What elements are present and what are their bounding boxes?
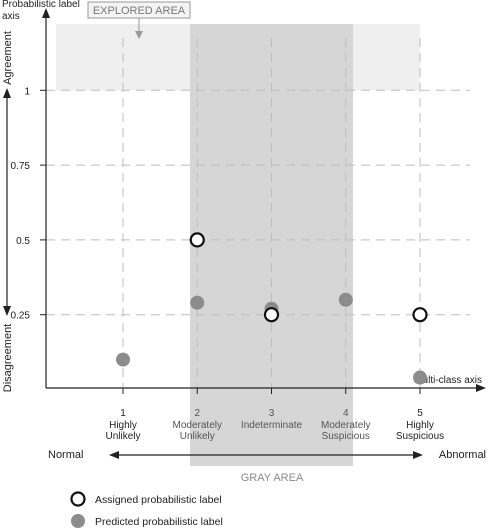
agreement-label: Agreement bbox=[2, 31, 14, 85]
disagreement-label: Disagreement bbox=[2, 324, 14, 392]
y-tick-labels: 1 0.75 0.5 0.25 bbox=[11, 86, 31, 321]
y-tick-label: 0.25 bbox=[11, 311, 31, 322]
legend-predicted-label: Predicted probabilistic label bbox=[95, 516, 223, 528]
assigned-point bbox=[412, 307, 428, 323]
assigned-point bbox=[189, 232, 205, 248]
x-category-number: 3 bbox=[269, 408, 275, 419]
x-category-label: Moderately bbox=[173, 420, 222, 431]
data-points bbox=[116, 232, 428, 385]
y-tick-label: 1 bbox=[24, 86, 30, 97]
x-axis-title: Multi-class axis bbox=[414, 375, 482, 386]
x-category-label: Unlikely bbox=[180, 431, 215, 442]
x-category-label: Suspicious bbox=[396, 431, 444, 442]
x-category-labels: 1HighlyUnlikely2ModeratelyUnlikely3Indet… bbox=[105, 408, 444, 442]
x-category-number: 5 bbox=[417, 408, 423, 419]
x-category-label: Indeterminate bbox=[241, 420, 303, 431]
assigned-point bbox=[263, 307, 280, 323]
predicted-point bbox=[413, 370, 427, 385]
x-category-label: Highly bbox=[406, 420, 434, 431]
x-category-label: Highly bbox=[109, 420, 137, 431]
predicted-point bbox=[116, 352, 130, 367]
abnormal-label: Abnormal bbox=[439, 449, 486, 461]
x-category-number: 2 bbox=[194, 408, 200, 419]
gray-area-label: GRAY AREA bbox=[241, 472, 304, 484]
y-tick-label: 0.5 bbox=[16, 236, 30, 247]
legend-assigned-label: Assigned probabilistic label bbox=[95, 494, 222, 506]
x-category-number: 1 bbox=[120, 408, 126, 419]
legend-assigned-marker bbox=[70, 491, 86, 507]
y-axis-title-line-1: Probabilistic label bbox=[2, 0, 80, 10]
explored-area-label: EXPLORED AREA bbox=[93, 5, 186, 17]
x-category-number: 4 bbox=[343, 408, 349, 419]
legend-predicted-marker bbox=[71, 514, 85, 528]
normal-arrowhead bbox=[109, 451, 119, 459]
predicted-point bbox=[338, 292, 353, 307]
y-tick-label: 0.75 bbox=[11, 161, 31, 172]
normal-label: Normal bbox=[48, 449, 83, 461]
grid-lines bbox=[40, 38, 470, 394]
agreement-arrowhead bbox=[3, 88, 11, 98]
x-category-label: Unlikely bbox=[105, 431, 140, 442]
predicted-point bbox=[190, 295, 205, 310]
disagreement-arrowhead bbox=[3, 306, 11, 316]
y-axis-arrowhead bbox=[42, 8, 50, 18]
x-category-label: Suspicious bbox=[322, 431, 370, 442]
explored-area-pointer-arrow bbox=[135, 31, 143, 39]
x-category-label: Moderately bbox=[321, 420, 370, 431]
x-axis-arrowhead bbox=[476, 384, 486, 392]
y-axis-title-line-2: axis bbox=[2, 11, 20, 22]
abnormal-arrowhead bbox=[413, 451, 423, 459]
